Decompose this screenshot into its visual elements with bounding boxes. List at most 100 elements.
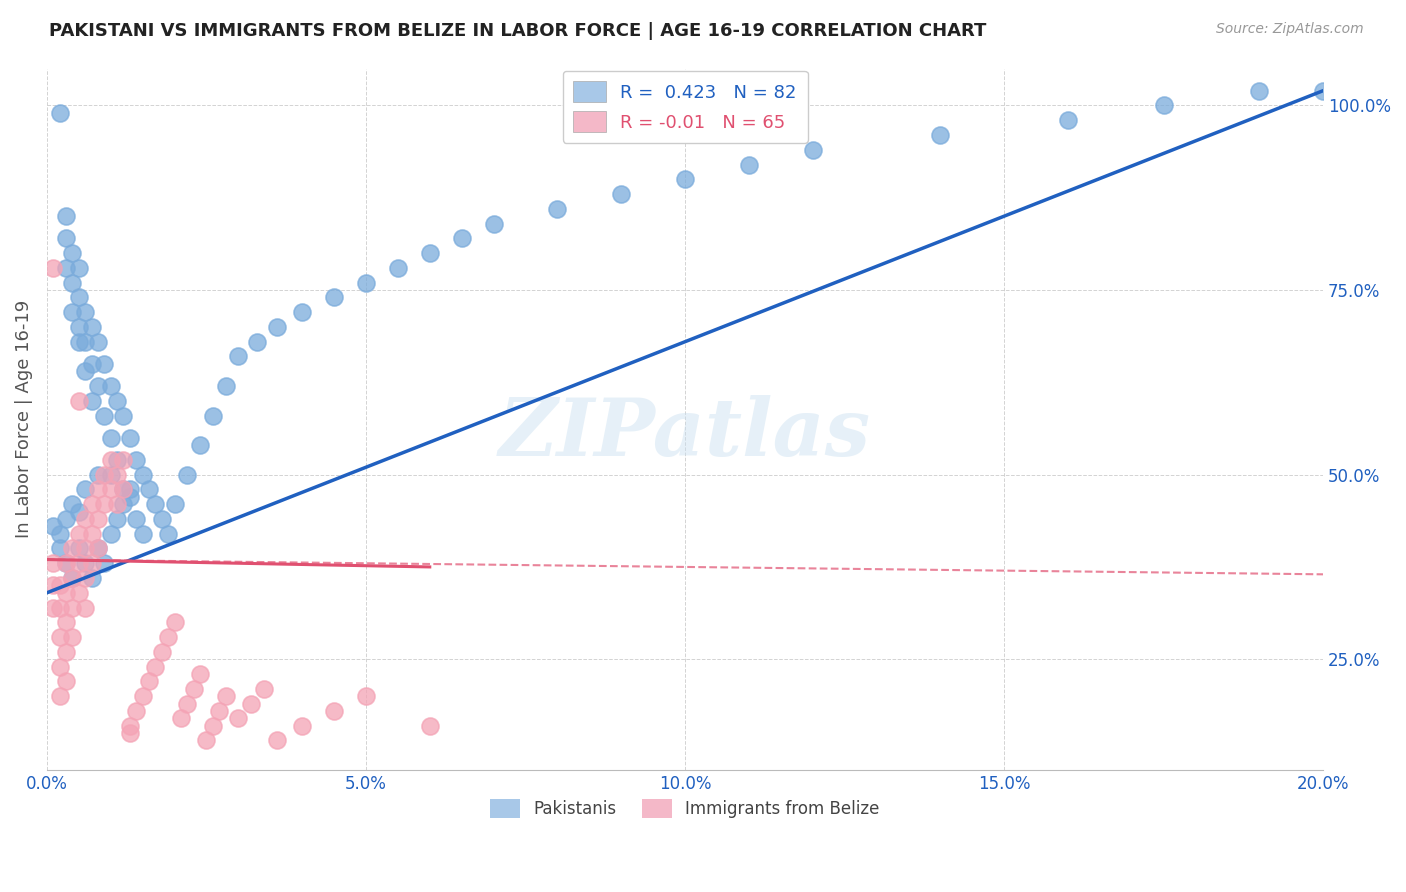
- Point: [93, 497, 115, 511]
- Point: [105, 512, 128, 526]
- Point: [62, 600, 84, 615]
- Point: [62, 571, 84, 585]
- Point: [62, 571, 84, 585]
- Point: [163, 497, 186, 511]
- Point: [1312, 84, 1334, 98]
- Point: [55, 645, 77, 659]
- Point: [354, 276, 377, 290]
- Point: [354, 689, 377, 703]
- Point: [387, 260, 409, 275]
- Point: [48, 541, 70, 556]
- Point: [100, 431, 122, 445]
- Point: [208, 704, 231, 718]
- Point: [67, 541, 90, 556]
- Point: [183, 681, 205, 696]
- Point: [48, 659, 70, 673]
- Point: [55, 556, 77, 570]
- Point: [42, 578, 65, 592]
- Point: [62, 541, 84, 556]
- Text: Source: ZipAtlas.com: Source: ZipAtlas.com: [1216, 22, 1364, 37]
- Point: [87, 334, 110, 349]
- Point: [62, 497, 84, 511]
- Point: [67, 260, 90, 275]
- Point: [201, 719, 224, 733]
- Point: [188, 438, 211, 452]
- Point: [112, 483, 135, 497]
- Legend: Pakistanis, Immigrants from Belize: Pakistanis, Immigrants from Belize: [484, 792, 886, 825]
- Point: [105, 467, 128, 482]
- Point: [266, 320, 288, 334]
- Point: [112, 453, 135, 467]
- Point: [55, 615, 77, 630]
- Point: [80, 526, 103, 541]
- Point: [48, 689, 70, 703]
- Point: [546, 202, 568, 216]
- Point: [118, 483, 141, 497]
- Point: [55, 586, 77, 600]
- Point: [80, 393, 103, 408]
- Point: [157, 630, 180, 644]
- Point: [131, 526, 153, 541]
- Point: [131, 689, 153, 703]
- Point: [55, 512, 77, 526]
- Point: [157, 526, 180, 541]
- Point: [93, 357, 115, 371]
- Point: [145, 497, 167, 511]
- Point: [1249, 84, 1271, 98]
- Point: [145, 659, 167, 673]
- Point: [112, 497, 135, 511]
- Point: [419, 719, 441, 733]
- Point: [87, 379, 110, 393]
- Point: [75, 541, 97, 556]
- Point: [195, 733, 218, 747]
- Point: [87, 512, 110, 526]
- Point: [48, 578, 70, 592]
- Point: [188, 667, 211, 681]
- Point: [138, 674, 160, 689]
- Point: [42, 260, 65, 275]
- Point: [214, 379, 236, 393]
- Point: [112, 409, 135, 423]
- Point: [87, 541, 110, 556]
- Point: [125, 512, 148, 526]
- Point: [246, 334, 269, 349]
- Point: [42, 556, 65, 570]
- Point: [176, 467, 198, 482]
- Point: [75, 305, 97, 319]
- Point: [105, 497, 128, 511]
- Point: [62, 630, 84, 644]
- Point: [80, 556, 103, 570]
- Point: [112, 483, 135, 497]
- Point: [131, 467, 153, 482]
- Point: [67, 320, 90, 334]
- Point: [55, 209, 77, 223]
- Point: [55, 674, 77, 689]
- Point: [62, 246, 84, 260]
- Point: [75, 556, 97, 570]
- Point: [67, 586, 90, 600]
- Point: [62, 276, 84, 290]
- Point: [55, 231, 77, 245]
- Point: [67, 393, 90, 408]
- Point: [55, 260, 77, 275]
- Point: [323, 704, 346, 718]
- Point: [105, 393, 128, 408]
- Point: [163, 615, 186, 630]
- Point: [48, 630, 70, 644]
- Point: [87, 483, 110, 497]
- Point: [42, 519, 65, 533]
- Point: [75, 483, 97, 497]
- Point: [100, 379, 122, 393]
- Text: PAKISTANI VS IMMIGRANTS FROM BELIZE IN LABOR FORCE | AGE 16-19 CORRELATION CHART: PAKISTANI VS IMMIGRANTS FROM BELIZE IN L…: [49, 22, 987, 40]
- Point: [48, 526, 70, 541]
- Point: [48, 600, 70, 615]
- Point: [93, 556, 115, 570]
- Y-axis label: In Labor Force | Age 16-19: In Labor Force | Age 16-19: [15, 300, 32, 539]
- Point: [291, 305, 314, 319]
- Point: [100, 483, 122, 497]
- Point: [738, 157, 761, 171]
- Point: [450, 231, 472, 245]
- Point: [138, 483, 160, 497]
- Point: [801, 143, 824, 157]
- Point: [100, 526, 122, 541]
